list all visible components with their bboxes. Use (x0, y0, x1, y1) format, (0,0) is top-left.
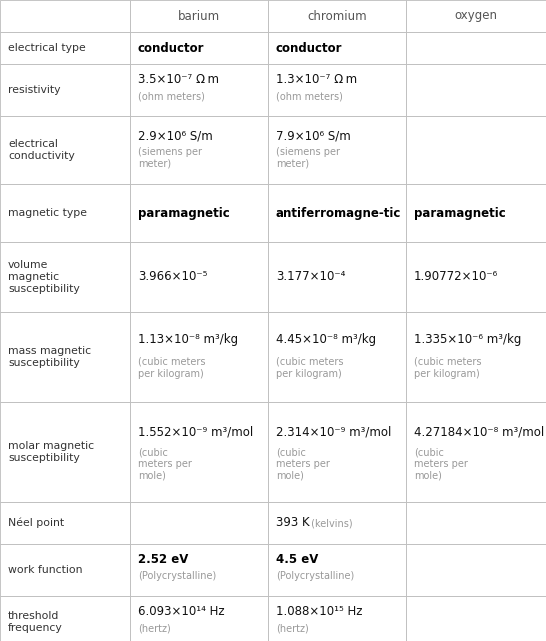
Text: (siemens per
meter): (siemens per meter) (276, 147, 340, 169)
Text: (ohm meters): (ohm meters) (138, 91, 205, 101)
Bar (268, 32, 406, 64)
Bar (0, 596, 130, 641)
Bar (406, 32, 546, 64)
Bar (268, 596, 406, 641)
Bar (268, 402, 406, 502)
Text: volume
magnetic
susceptibility: volume magnetic susceptibility (8, 260, 80, 294)
Bar (0, 116, 130, 184)
Bar (130, 402, 268, 502)
Text: 4.5 eV: 4.5 eV (276, 553, 318, 566)
Text: 2.314×10⁻⁹ m³/mol: 2.314×10⁻⁹ m³/mol (276, 426, 391, 438)
Text: mass magnetic
susceptibility: mass magnetic susceptibility (8, 346, 91, 368)
Text: molar magnetic
susceptibility: molar magnetic susceptibility (8, 441, 94, 463)
Text: antiferromagne­tic: antiferromagne­tic (276, 206, 401, 219)
Bar (406, 502, 546, 544)
Text: 1.552×10⁻⁹ m³/mol: 1.552×10⁻⁹ m³/mol (138, 426, 253, 438)
Bar (130, 64, 268, 116)
Bar (130, 0, 268, 32)
Text: (Polycrystalline): (Polycrystalline) (138, 571, 216, 581)
Text: (kelvins): (kelvins) (308, 518, 353, 528)
Bar (0, 184, 130, 242)
Bar (406, 242, 546, 312)
Text: 3.5×10⁻⁷ Ω m: 3.5×10⁻⁷ Ω m (138, 73, 219, 86)
Bar (406, 184, 546, 242)
Text: barium: barium (178, 10, 220, 22)
Text: 1.90772×10⁻⁶: 1.90772×10⁻⁶ (414, 271, 498, 283)
Bar (130, 312, 268, 402)
Bar (406, 544, 546, 596)
Bar (268, 312, 406, 402)
Text: 393 K: 393 K (276, 517, 310, 529)
Bar (406, 312, 546, 402)
Text: (Polycrystalline): (Polycrystalline) (276, 571, 354, 581)
Text: (cubic
meters per
mole): (cubic meters per mole) (276, 447, 330, 481)
Bar (130, 596, 268, 641)
Text: paramagnetic: paramagnetic (138, 206, 230, 219)
Bar (0, 312, 130, 402)
Text: (cubic meters
per kilogram): (cubic meters per kilogram) (276, 357, 343, 379)
Bar (130, 184, 268, 242)
Bar (130, 502, 268, 544)
Text: (siemens per
meter): (siemens per meter) (138, 147, 202, 169)
Text: Néel point: Néel point (8, 518, 64, 528)
Text: work function: work function (8, 565, 82, 575)
Bar (0, 242, 130, 312)
Bar (268, 544, 406, 596)
Bar (406, 0, 546, 32)
Text: 1.088×10¹⁵ Hz: 1.088×10¹⁵ Hz (276, 605, 363, 618)
Text: magnetic type: magnetic type (8, 208, 87, 218)
Bar (406, 596, 546, 641)
Text: conductor: conductor (138, 42, 205, 54)
Text: 7.9×10⁶ S/m: 7.9×10⁶ S/m (276, 130, 351, 143)
Bar (406, 402, 546, 502)
Text: 2.9×10⁶ S/m: 2.9×10⁶ S/m (138, 130, 213, 143)
Text: resistivity: resistivity (8, 85, 61, 95)
Text: chromium: chromium (307, 10, 367, 22)
Bar (406, 116, 546, 184)
Text: 3.966×10⁻⁵: 3.966×10⁻⁵ (138, 271, 207, 283)
Text: (cubic
meters per
mole): (cubic meters per mole) (138, 447, 192, 481)
Bar (0, 64, 130, 116)
Text: conductor: conductor (276, 42, 342, 54)
Bar (268, 0, 406, 32)
Text: (cubic meters
per kilogram): (cubic meters per kilogram) (138, 357, 205, 379)
Text: paramagnetic: paramagnetic (414, 206, 506, 219)
Bar (268, 184, 406, 242)
Text: threshold
frequency: threshold frequency (8, 612, 63, 633)
Text: (cubic meters
per kilogram): (cubic meters per kilogram) (414, 357, 482, 379)
Bar (268, 502, 406, 544)
Text: electrical
conductivity: electrical conductivity (8, 139, 75, 161)
Bar (0, 32, 130, 64)
Text: oxygen: oxygen (454, 10, 497, 22)
Text: electrical type: electrical type (8, 43, 86, 53)
Text: 1.3×10⁻⁷ Ω m: 1.3×10⁻⁷ Ω m (276, 73, 357, 86)
Bar (0, 544, 130, 596)
Bar (130, 116, 268, 184)
Text: 3.177×10⁻⁴: 3.177×10⁻⁴ (276, 271, 346, 283)
Bar (268, 116, 406, 184)
Bar (130, 32, 268, 64)
Bar (130, 544, 268, 596)
Text: (hertz): (hertz) (138, 623, 171, 633)
Bar (0, 502, 130, 544)
Bar (0, 0, 130, 32)
Bar (268, 64, 406, 116)
Bar (268, 242, 406, 312)
Text: 2.52 eV: 2.52 eV (138, 553, 188, 566)
Bar (0, 402, 130, 502)
Bar (130, 242, 268, 312)
Text: 1.335×10⁻⁶ m³/kg: 1.335×10⁻⁶ m³/kg (414, 333, 521, 345)
Text: 4.27184×10⁻⁸ m³/mol: 4.27184×10⁻⁸ m³/mol (414, 426, 544, 438)
Bar (406, 64, 546, 116)
Text: 1.13×10⁻⁸ m³/kg: 1.13×10⁻⁸ m³/kg (138, 333, 238, 345)
Text: (cubic
meters per
mole): (cubic meters per mole) (414, 447, 468, 481)
Text: (hertz): (hertz) (276, 623, 308, 633)
Text: 6.093×10¹⁴ Hz: 6.093×10¹⁴ Hz (138, 605, 224, 618)
Text: (ohm meters): (ohm meters) (276, 91, 343, 101)
Text: 4.45×10⁻⁸ m³/kg: 4.45×10⁻⁸ m³/kg (276, 333, 376, 345)
